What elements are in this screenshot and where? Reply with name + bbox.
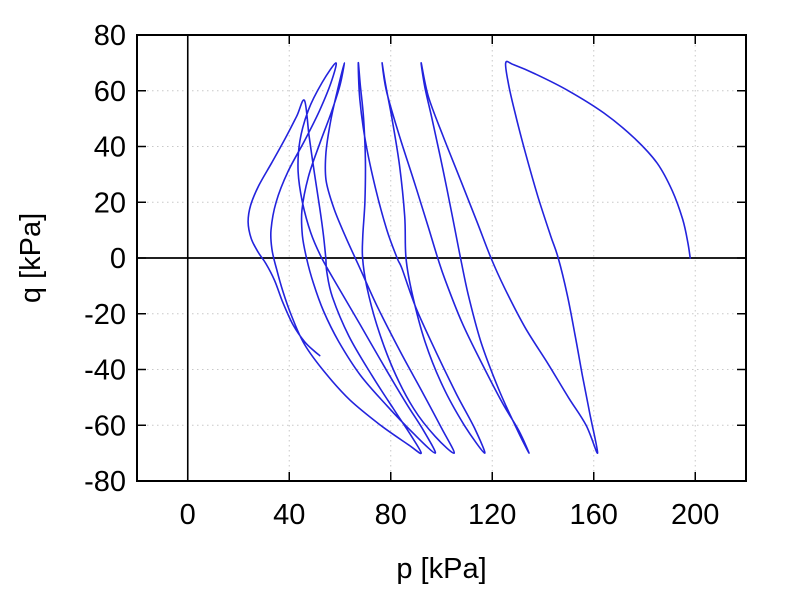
y-tick-label: -20 — [84, 299, 126, 331]
y-tick-label: 80 — [94, 20, 126, 52]
y-axis-label: q [kPa] — [15, 213, 47, 303]
x-tick-label: 40 — [273, 499, 305, 531]
x-tick-label: 160 — [570, 499, 618, 531]
y-tick-label: -60 — [84, 410, 126, 442]
x-axis-label: p [kPa] — [396, 553, 486, 585]
x-tick-label: 200 — [671, 499, 719, 531]
y-tick-label: 60 — [94, 76, 126, 108]
y-tick-label: -80 — [84, 466, 126, 498]
x-tick-label: 120 — [468, 499, 516, 531]
stress-path-curve — [247, 60, 691, 455]
x-tick-label: 0 — [180, 499, 196, 531]
y-tick-label: 0 — [110, 243, 126, 275]
y-tick-label: -40 — [84, 355, 126, 387]
y-tick-label: 20 — [94, 187, 126, 219]
y-tick-label: 40 — [94, 132, 126, 164]
x-tick-label: 80 — [375, 499, 407, 531]
